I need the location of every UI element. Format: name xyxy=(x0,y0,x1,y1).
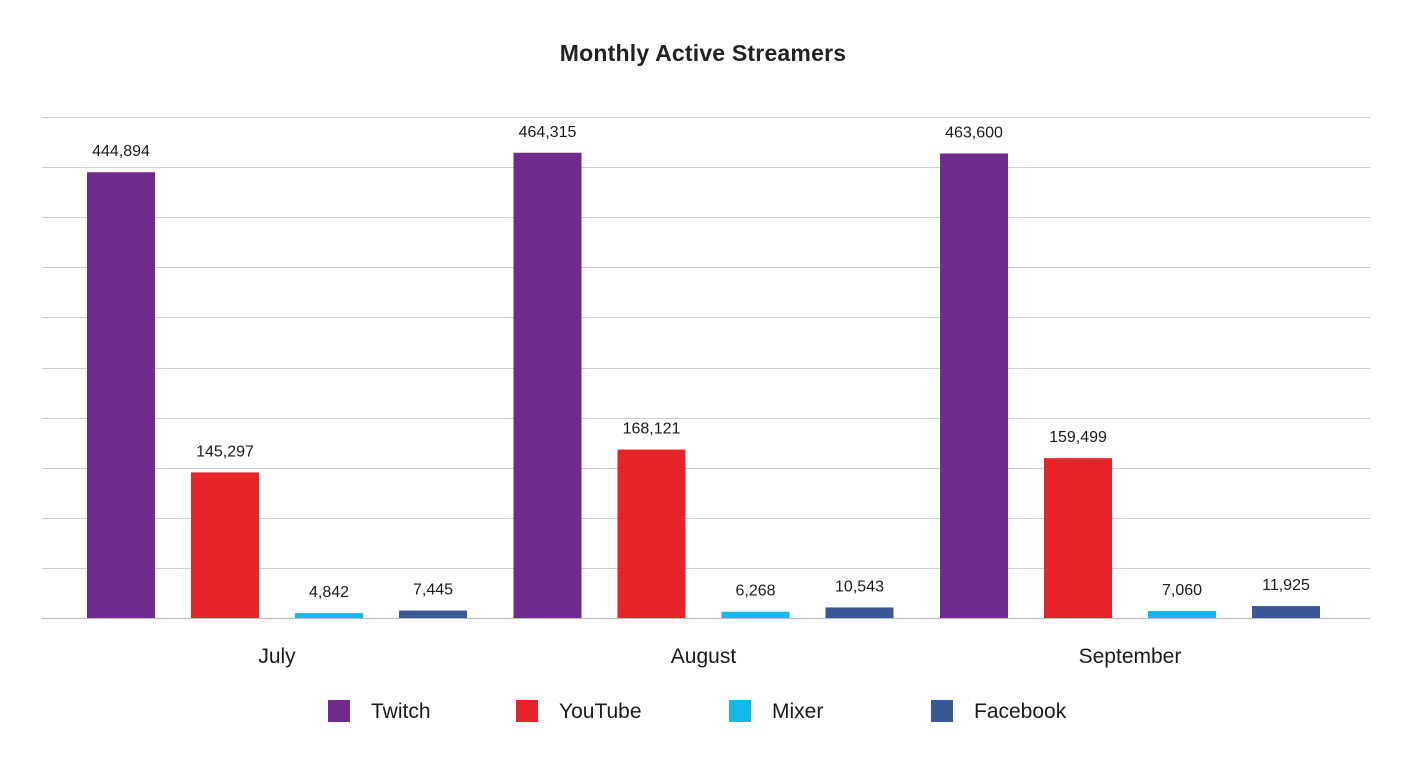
bars xyxy=(87,152,1320,619)
legend-swatch-twitch xyxy=(328,700,350,722)
legend-label-mixer: Mixer xyxy=(772,700,823,723)
bar-facebook-september xyxy=(1252,606,1320,618)
bar-twitch-september xyxy=(940,153,1008,619)
category-label-august: August xyxy=(671,645,737,668)
data-label-twitch-august: 464,315 xyxy=(519,124,577,141)
legend-swatch-mixer xyxy=(729,700,751,722)
bar-twitch-august xyxy=(513,152,582,619)
data-label-twitch-september: 463,600 xyxy=(945,124,1003,141)
data-label-facebook-august: 10,543 xyxy=(835,578,884,595)
data-label-youtube-september: 159,499 xyxy=(1049,429,1107,446)
data-label-youtube-july: 145,297 xyxy=(196,443,254,460)
data-label-mixer-august: 6,268 xyxy=(735,583,775,600)
legend-label-twitch: Twitch xyxy=(371,700,431,723)
category-labels: July August September xyxy=(258,645,1181,668)
legend-label-youtube: YouTube xyxy=(559,700,642,723)
category-label-september: September xyxy=(1079,645,1182,668)
category-label-july: July xyxy=(258,645,296,668)
data-label-twitch-july: 444,894 xyxy=(92,143,150,160)
bar-youtube-august xyxy=(617,449,686,618)
gridlines xyxy=(42,117,1370,620)
bar-youtube-july xyxy=(191,472,259,618)
bar-twitch-july xyxy=(87,172,155,618)
bar-mixer-september xyxy=(1148,610,1216,618)
chart-title: Monthly Active Streamers xyxy=(559,40,847,66)
bar-mixer-july xyxy=(295,613,363,618)
bar-youtube-september xyxy=(1044,458,1112,618)
bar-facebook-august xyxy=(825,607,894,618)
data-label-facebook-july: 7,445 xyxy=(413,582,453,599)
legend: Twitch YouTube Mixer Facebook xyxy=(328,700,1067,723)
legend-swatch-youtube xyxy=(516,700,538,722)
bar-facebook-july xyxy=(399,610,467,618)
data-label-mixer-july: 4,842 xyxy=(309,584,349,601)
data-labels: 444,894 145,297 4,842 7,445 464,315 168,121 6,… xyxy=(92,124,1310,601)
data-label-youtube-august: 168,121 xyxy=(623,421,681,438)
data-label-mixer-september: 7,060 xyxy=(1162,582,1202,599)
data-label-facebook-september: 11,925 xyxy=(1262,577,1310,594)
legend-swatch-facebook xyxy=(931,700,953,722)
bar-mixer-august xyxy=(721,611,790,618)
legend-label-facebook: Facebook xyxy=(974,700,1067,723)
